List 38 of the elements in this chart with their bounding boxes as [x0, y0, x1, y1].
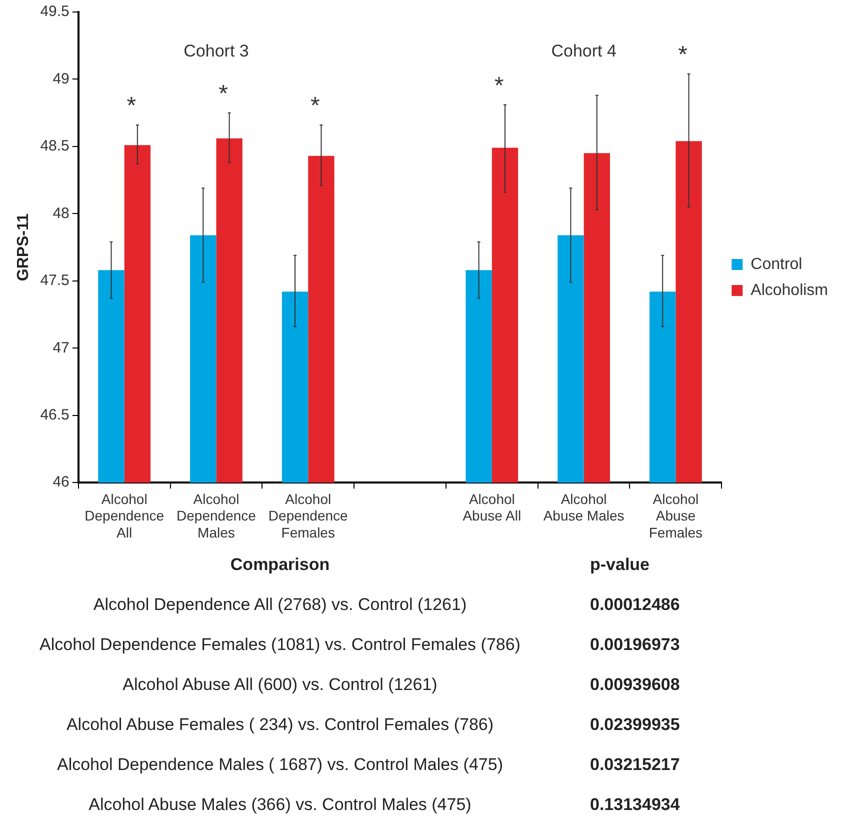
- data-label: *: [126, 92, 136, 120]
- y-tick-label: 47: [52, 339, 70, 356]
- y-axis-title: GRPS-11: [15, 213, 32, 282]
- y-tick-label: 46.5: [40, 406, 70, 424]
- text: Alcohol Abuse Females ( 234) vs. Control Females (786): [65, 714, 495, 736]
- x-tick-label: Alcohol Abuse All: [462, 490, 522, 524]
- legend-label: Control: [750, 256, 802, 273]
- x-tick-label: Alcohol Dependence Males: [176, 490, 256, 540]
- data-label: *: [310, 92, 320, 120]
- x-tick-label: Alcohol Dependence Females: [268, 490, 348, 540]
- text: 0.00939608: [589, 674, 681, 696]
- data-label: *: [494, 72, 504, 100]
- text: Alcohol Abuse All (600) vs. Control (1261): [122, 674, 438, 696]
- text: 0.03215217: [589, 754, 681, 776]
- data-label: *: [678, 41, 688, 68]
- y-tick-label: 49: [52, 70, 70, 88]
- annotation: Cohort 4: [551, 42, 616, 61]
- text: 0.00196973: [589, 634, 681, 656]
- y-tick-label: 48: [52, 204, 70, 222]
- text: Alcohol Abuse Males (366) vs. Control Males (475): [88, 794, 472, 816]
- y-tick-label: 47.5: [40, 272, 70, 290]
- x-tick-label: Alcohol Dependence All: [84, 490, 164, 540]
- data-label: *: [218, 80, 228, 108]
- text: 0.02399935: [589, 714, 681, 736]
- x-tick-label: Alcohol Abuse Females: [648, 490, 703, 540]
- annotation: Cohort 3: [184, 42, 249, 61]
- text: Alcohol Dependence Males ( 1687) vs. Control Males (475): [56, 754, 504, 776]
- text: Comparison: [229, 554, 331, 576]
- x-tick-label: Alcohol Abuse Males: [543, 490, 624, 524]
- text: Alcohol Dependence All (2768) vs. Control (1261): [92, 594, 468, 616]
- text: Alcohol Dependence Females (1081) vs. Control Females (786): [38, 634, 522, 656]
- text: 0.13134934: [589, 794, 681, 816]
- y-tick-label: 48.5: [40, 138, 70, 155]
- legend-label: Alcoholism: [750, 282, 828, 299]
- y-tick-label: 46: [52, 474, 70, 491]
- text: p-value: [589, 554, 651, 576]
- text: 0.00012486: [589, 594, 681, 616]
- y-tick-label: 49.5: [40, 3, 70, 20]
